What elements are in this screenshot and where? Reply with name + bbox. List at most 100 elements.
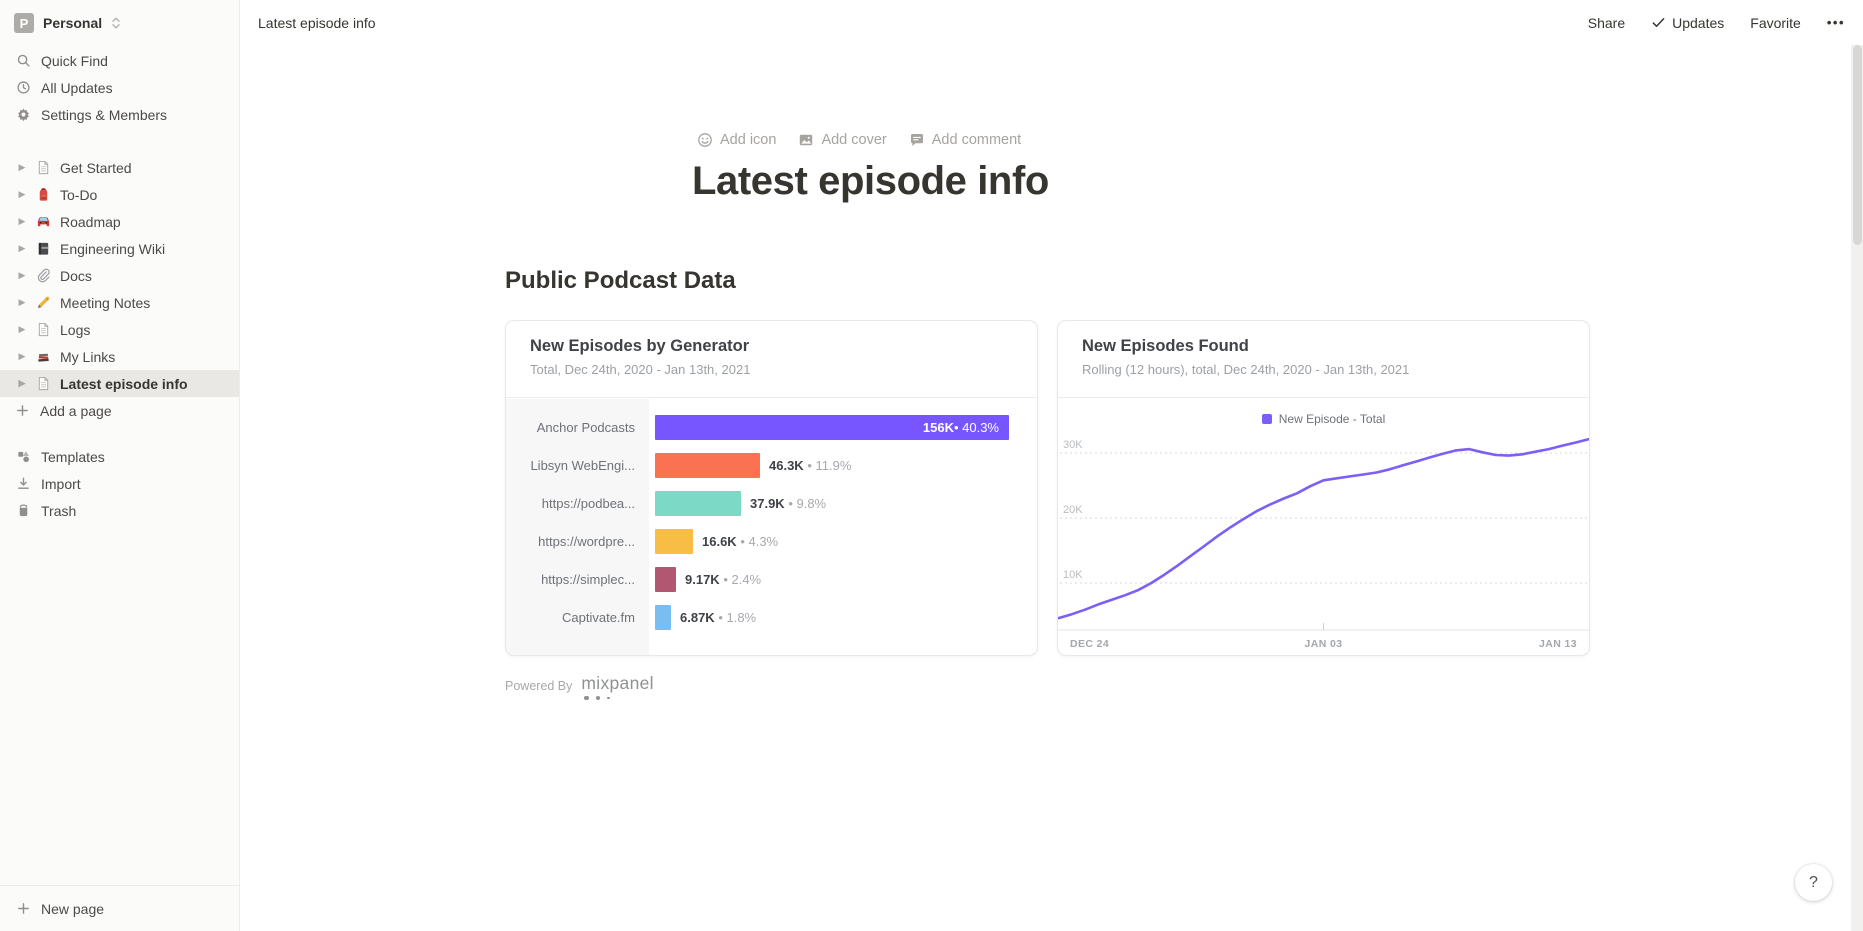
chart-embeds: New Episodes by Generator Total, Dec 24t…: [505, 320, 1590, 656]
bar-chart: Anchor Podcasts 156K • 40.3% Libsyn WebEng…: [506, 399, 1037, 655]
trash-icon: [15, 503, 31, 518]
backpack-icon: [34, 187, 53, 202]
sidebar-item-label: My Links: [60, 348, 116, 365]
sidebar-item-engineering-wiki[interactable]: ▶ Engineering Wiki: [0, 235, 239, 262]
sidebar-item-my-links[interactable]: ▶ My Links: [0, 343, 239, 370]
line-chart[interactable]: 10K 20K 30K DEC 24 JAN 03 JAN 13: [1058, 420, 1589, 655]
bar-row: https://wordpre... 16.6K • 4.3%: [506, 522, 1037, 560]
plus-icon: [16, 901, 31, 916]
toggle-expand-icon[interactable]: ▶: [18, 243, 26, 253]
sidebar-item-label: Meeting Notes: [60, 294, 151, 311]
workspace-switcher[interactable]: P Personal: [0, 0, 239, 39]
axis-tick-label: JAN 13: [1539, 638, 1577, 650]
add-a-page-label: Add a page: [40, 402, 112, 419]
sidebar-item-label: Quick Find: [41, 52, 108, 69]
sidebar-item-docs[interactable]: ▶ Docs: [0, 262, 239, 289]
sidebar-item-all-updates[interactable]: All Updates: [0, 74, 239, 101]
add-comment-button[interactable]: Add comment: [909, 132, 1021, 148]
toggle-expand-icon[interactable]: ▶: [18, 162, 26, 172]
toggle-expand-icon[interactable]: ▶: [18, 297, 26, 307]
image-icon: [798, 132, 814, 148]
books-icon: [34, 349, 53, 364]
bar-category-label: https://wordpre...: [538, 533, 635, 549]
workspace-avatar: P: [14, 13, 34, 33]
breadcrumb[interactable]: Latest episode info: [258, 14, 376, 31]
bar-category-label: Captivate.fm: [562, 609, 635, 625]
mixpanel-wordmark: mixpanel: [581, 673, 654, 693]
toggle-expand-icon[interactable]: ▶: [18, 378, 26, 388]
axis-tick-label: DEC 24: [1070, 638, 1109, 650]
bar-rows: Anchor Podcasts 156K • 40.3% Libsyn WebEng…: [506, 408, 1037, 636]
sidebar-item-latest-episode-info[interactable]: ▶ Latest episode info: [0, 370, 239, 397]
sidebar-item-label: Roadmap: [60, 213, 121, 230]
bar-chart-header: New Episodes by Generator Total, Dec 24t…: [506, 321, 1037, 398]
toggle-expand-icon[interactable]: ▶: [18, 216, 26, 226]
scrollbar-thumb[interactable]: [1853, 45, 1862, 245]
bar-chart-card[interactable]: New Episodes by Generator Total, Dec 24t…: [505, 320, 1038, 656]
notebook-icon: [34, 241, 53, 256]
chevron-updown-icon: [111, 16, 121, 30]
bar-row: Captivate.fm 6.87K • 1.8%: [506, 598, 1037, 636]
bar[interactable]: [655, 490, 741, 516]
sidebar-item-settings-members[interactable]: Settings & Members: [0, 101, 239, 128]
more-options-button[interactable]: •••: [1826, 15, 1845, 30]
topbar-actions: Share Updates Favorite •••: [1588, 15, 1845, 31]
bar-row: https://podbea... 37.9K • 9.8%: [506, 484, 1037, 522]
bar-row: Anchor Podcasts 156K • 40.3%: [506, 408, 1037, 446]
sidebar-item-import[interactable]: Import: [0, 470, 239, 497]
toggle-expand-icon[interactable]: ▶: [18, 189, 26, 199]
sidebar-item-roadmap[interactable]: ▶ Roadmap: [0, 208, 239, 235]
sidebar-item-quick-find[interactable]: Quick Find: [0, 47, 239, 74]
legend-label: New Episode - Total: [1278, 412, 1386, 426]
favorite-button[interactable]: Favorite: [1750, 14, 1801, 31]
paperclip-icon: [34, 268, 53, 283]
workspace-name: Personal: [43, 15, 103, 31]
new-page-label: New page: [41, 900, 105, 917]
powered-by-mixpanel[interactable]: Powered By mixpanel: [505, 673, 654, 701]
toggle-expand-icon[interactable]: ▶: [18, 324, 26, 334]
sidebar-item-label: Engineering Wiki: [60, 240, 166, 257]
add-icon-button[interactable]: Add icon: [697, 132, 776, 148]
sidebar-pages-list: ▶ Get Started ▶ To-Do ▶ Roadmap ▶ Engineering W…: [0, 154, 239, 397]
line-chart-header: New Episodes Found Rolling (12 hours), t…: [1058, 321, 1589, 398]
page-content: Add icon Add cover Add comment Latest ep…: [240, 45, 1863, 931]
add-cover-button[interactable]: Add cover: [798, 132, 887, 148]
bar-chart-subtitle: Total, Dec 24th, 2020 - Jan 13th, 2021: [530, 362, 751, 377]
line-series[interactable]: [1058, 437, 1589, 620]
bar[interactable]: 156K • 40.3%: [655, 414, 1009, 440]
line-chart-subtitle: Rolling (12 hours), total, Dec 24th, 202…: [1082, 362, 1410, 377]
bar[interactable]: [655, 566, 676, 592]
add-comment-label: Add comment: [931, 132, 1022, 148]
new-page-button[interactable]: New page: [0, 885, 239, 931]
sidebar-item-label: Docs: [60, 267, 92, 284]
smiley-icon: [697, 132, 713, 148]
clock-icon: [15, 80, 31, 95]
bar[interactable]: [655, 528, 693, 554]
line-chart-card[interactable]: New Episodes Found Rolling (12 hours), t…: [1057, 320, 1590, 656]
bar-chart-title: New Episodes by Generator: [530, 337, 750, 355]
updates-button[interactable]: Updates: [1651, 15, 1724, 31]
help-button[interactable]: ?: [1795, 864, 1832, 901]
sidebar-item-meeting-notes[interactable]: ▶ Meeting Notes: [0, 289, 239, 316]
mixpanel-logo: mixpanel: [581, 673, 654, 701]
sidebar-item-to-do[interactable]: ▶ To-Do: [0, 181, 239, 208]
sidebar-item-label: Settings & Members: [41, 106, 168, 123]
plus-icon: [15, 403, 30, 418]
bar[interactable]: [655, 452, 760, 478]
sidebar-menu: Quick Find All Updates Settings & Member…: [0, 47, 239, 128]
sidebar-item-templates[interactable]: Templates: [0, 443, 239, 470]
share-button[interactable]: Share: [1587, 14, 1626, 31]
toggle-expand-icon[interactable]: ▶: [18, 351, 26, 361]
search-icon: [15, 53, 31, 68]
sidebar-item-trash[interactable]: Trash: [0, 497, 239, 524]
add-a-page-button[interactable]: Add a page: [0, 397, 239, 424]
sidebar-item-logs[interactable]: ▶ Logs: [0, 316, 239, 343]
toggle-expand-icon[interactable]: ▶: [18, 270, 26, 280]
bar[interactable]: [655, 604, 671, 630]
axis-tick-label: 20K: [1063, 504, 1083, 516]
add-cover-label: Add cover: [821, 132, 887, 148]
scrollbar-track[interactable]: [1851, 45, 1863, 931]
gear-icon: [15, 107, 31, 122]
sidebar-item-get-started[interactable]: ▶ Get Started: [0, 154, 239, 181]
sidebar-item-label: Get Started: [60, 159, 132, 176]
